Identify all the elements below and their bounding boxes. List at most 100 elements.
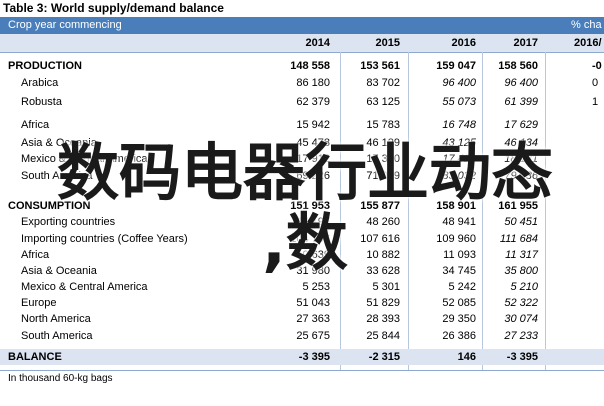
value-cell: 61 399 xyxy=(504,96,538,108)
value-cell: 30 074 xyxy=(504,313,538,325)
column-divider xyxy=(408,52,409,370)
table-row: Asia & Oceania 45 478 46 129 43 125 46 134 xyxy=(0,135,604,151)
value-cell: 151 953 xyxy=(290,200,330,212)
value-cell: 96 400 xyxy=(504,77,538,89)
value-cell: 107 616 xyxy=(360,233,400,245)
row-label: South America xyxy=(21,170,93,182)
row-label: Exporting countries xyxy=(21,216,116,228)
value-cell: 111 684 xyxy=(499,233,538,245)
row-label: Asia & Oceania xyxy=(21,265,97,277)
value-cell: 158 901 xyxy=(436,200,476,212)
row-label: Mexico & Central America xyxy=(21,281,148,293)
row-label: BALANCE xyxy=(8,351,62,363)
table-row: South America 69 226 71 099 83 032 79 136 xyxy=(0,168,604,184)
value-cell: 46 129 xyxy=(366,137,400,149)
value-cell: 45 478 xyxy=(296,137,330,149)
year-2016: 2016 xyxy=(451,37,476,49)
value-cell: 28 393 xyxy=(366,313,400,325)
row-label: Europe xyxy=(21,297,57,309)
percent-change-cell: 1 xyxy=(592,96,599,108)
table-row: Mexico & Central America 17 912 17 340 17 4… xyxy=(0,151,604,167)
header-percent-change-label: % cha xyxy=(571,19,602,31)
value-cell: 46 134 xyxy=(504,137,538,149)
year-2014: 2014 xyxy=(305,37,330,49)
value-cell: 15 783 xyxy=(366,119,400,131)
value-cell: 155 877 xyxy=(360,200,400,212)
value-cell: 11 317 xyxy=(505,249,538,261)
value-cell: 5 242 xyxy=(448,281,476,293)
column-divider xyxy=(545,52,546,370)
value-cell: 25 675 xyxy=(296,330,330,342)
value-cell: 71 099 xyxy=(366,170,400,182)
table-row: Robusta 62 379 63 125 55 073 61 399 1 xyxy=(0,94,604,110)
value-cell: 31 980 xyxy=(296,265,330,277)
value-cell: 15 942 xyxy=(296,119,330,131)
header-years-row: 2014 2015 2016 2017 2016/ xyxy=(0,34,604,53)
table-row: Mexico & Central America 5 253 5 301 5 242 5… xyxy=(0,279,604,295)
value-cell: 34 745 xyxy=(442,265,476,277)
value-cell: 5 301 xyxy=(372,281,400,293)
section-row: PRODUCTION 148 558 153 561 159 047 158 560 -0 xyxy=(0,58,604,74)
row-label: CONSUMPTION xyxy=(8,200,91,212)
value-cell: 35 800 xyxy=(504,265,538,277)
value-cell: 10 882 xyxy=(366,249,400,261)
value-cell: 153 561 xyxy=(360,60,400,72)
row-label: PRODUCTION xyxy=(8,60,82,72)
value-cell: 96 400 xyxy=(442,77,476,89)
row-label: North America xyxy=(21,313,91,325)
value-cell: 16 748 xyxy=(442,119,476,131)
value-cell: 104 756 xyxy=(290,233,330,245)
value-cell: 69 226 xyxy=(296,170,330,182)
value-cell: 62 379 xyxy=(296,96,330,108)
value-cell: 11 093 xyxy=(443,249,476,261)
value-cell: 10 639 xyxy=(296,249,330,261)
row-label: Africa xyxy=(21,249,50,261)
column-divider xyxy=(482,52,483,370)
balance-row: BALANCE -3 395 -2 315 146 -3 395 xyxy=(0,349,604,365)
value-cell: 158 560 xyxy=(498,60,538,72)
year-2016-17-change: 2016/ xyxy=(574,37,602,49)
table-row: Africa 10 639 10 882 11 093 11 317 xyxy=(0,247,604,263)
value-cell: 47 197 xyxy=(296,216,330,228)
row-label: Importing countries (Coffee Years) xyxy=(21,233,188,245)
row-label: Robusta xyxy=(21,96,62,108)
year-2017: 2017 xyxy=(513,37,538,49)
percent-change-cell: 0 xyxy=(592,77,599,89)
value-cell: 50 451 xyxy=(504,216,538,228)
value-cell: 148 558 xyxy=(290,60,330,72)
row-label: Arabica xyxy=(21,77,59,89)
value-cell: -2 315 xyxy=(368,351,400,363)
value-cell: 52 322 xyxy=(504,297,538,309)
value-cell: 83 702 xyxy=(366,77,400,89)
value-cell: 161 955 xyxy=(498,200,538,212)
value-cell: 25 844 xyxy=(366,330,400,342)
value-cell: 43 125 xyxy=(442,137,476,149)
table-row: North America 27 363 28 393 29 350 30 074 xyxy=(0,311,604,327)
value-cell: 159 047 xyxy=(436,60,476,72)
value-cell: 27 363 xyxy=(296,313,330,325)
value-cell: 83 032 xyxy=(442,170,476,182)
value-cell: 51 829 xyxy=(366,297,400,309)
value-cell: 79 136 xyxy=(504,170,538,182)
value-cell: 146 xyxy=(457,351,476,363)
table-row: Asia & Oceania 31 980 33 628 34 745 35 800 xyxy=(0,263,604,279)
table-number: Table 3: xyxy=(3,1,48,15)
table-row: Arabica 86 180 83 702 96 400 96 400 0 xyxy=(0,75,604,91)
value-cell: 86 180 xyxy=(296,77,330,89)
header-band-top: Crop year commencing % cha xyxy=(0,17,604,34)
value-cell: 29 350 xyxy=(442,313,476,325)
value-cell: 18 131 xyxy=(504,153,538,165)
value-cell: -3 395 xyxy=(298,351,330,363)
value-cell: 51 043 xyxy=(296,297,330,309)
table-title: Table 3: World supply/demand balance xyxy=(0,0,604,17)
value-cell: 52 085 xyxy=(442,297,476,309)
value-cell: 26 386 xyxy=(442,330,476,342)
table-title-text: World supply/demand balance xyxy=(50,1,224,15)
value-cell: 5 253 xyxy=(302,281,330,293)
value-cell: 17 629 xyxy=(504,119,538,131)
value-cell: 5 210 xyxy=(510,281,538,293)
table-row: Europe 51 043 51 829 52 085 52 322 xyxy=(0,295,604,311)
table-footnote: In thousand 60-kg bags xyxy=(0,370,604,386)
row-label: Mexico & Central America xyxy=(21,153,148,165)
header-crop-year-label: Crop year commencing xyxy=(8,19,122,31)
